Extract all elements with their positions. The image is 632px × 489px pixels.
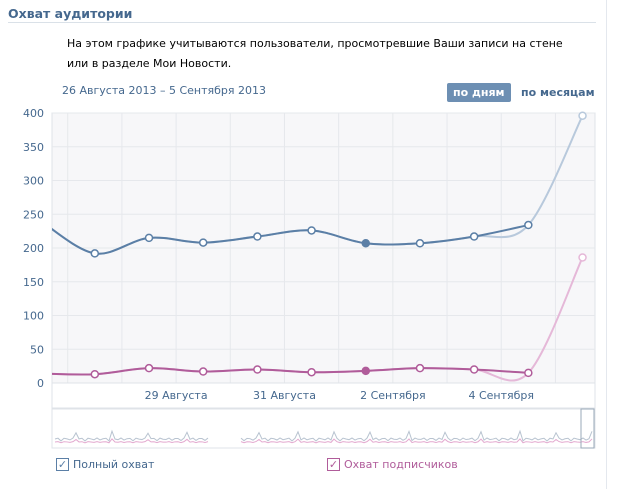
y-tick-label: 250 <box>23 208 44 221</box>
overview-series-1 <box>54 438 593 444</box>
y-tick-label: 300 <box>23 175 44 188</box>
data-point <box>90 249 100 258</box>
data-point <box>524 368 533 378</box>
full-reach-label: Полный охват <box>73 458 155 471</box>
divider <box>8 22 596 23</box>
data-point <box>361 239 371 248</box>
data-point <box>307 367 316 377</box>
check-icon: ✓ <box>56 458 69 471</box>
series-1 <box>37 253 587 382</box>
data-point <box>578 111 587 120</box>
data-point <box>578 253 587 262</box>
y-tick-label: 350 <box>23 141 44 154</box>
data-point <box>90 369 100 379</box>
data-point <box>37 370 44 377</box>
data-point <box>469 365 479 374</box>
x-axis-band <box>51 382 596 409</box>
y-tick-label: 50 <box>30 343 44 356</box>
data-point <box>307 226 316 235</box>
by-days-button[interactable]: по дням <box>447 83 511 102</box>
date-range[interactable]: 26 Августа 2013 – 5 Сентября 2013 <box>62 84 267 97</box>
series-line <box>52 367 529 376</box>
data-point <box>415 239 425 248</box>
by-months-button[interactable]: по месяцам <box>521 86 595 99</box>
subscribers-reach-label: Охват подписчиков <box>344 458 458 471</box>
x-tick-label: 4 Сентября <box>468 389 534 402</box>
y-tick-label: 0 <box>37 377 44 390</box>
check-icon: ✓ <box>327 458 340 471</box>
y-tick-label: 150 <box>23 276 44 289</box>
subscribers-reach-checkbox[interactable]: ✓ Охват подписчиков <box>327 458 458 471</box>
data-point <box>524 220 533 230</box>
x-tick-label: 31 Августа <box>253 389 316 402</box>
data-point <box>198 238 208 247</box>
x-tick-label: 29 Августа <box>145 389 208 402</box>
data-point <box>253 232 262 241</box>
data-point <box>361 366 371 376</box>
description: На этом графике учитываются пользователи… <box>67 37 563 70</box>
data-point <box>415 363 425 373</box>
data-point <box>144 363 154 373</box>
series-line <box>52 224 529 255</box>
data-point <box>198 367 208 376</box>
full-reach-checkbox[interactable]: ✓ Полный охват <box>56 458 154 471</box>
series-0 <box>52 111 587 258</box>
y-tick-label: 100 <box>23 310 44 323</box>
divider <box>606 0 607 489</box>
overview-series-0 <box>54 429 593 442</box>
chart[interactable]: 0 50 100 150 200 250 300 350 400 29 Августа 31 Авг… <box>0 100 600 450</box>
data-point <box>469 232 479 241</box>
y-tick-label: 200 <box>23 242 44 255</box>
data-point <box>144 233 154 243</box>
section-title: Охват аудитории <box>8 6 133 21</box>
data-point <box>253 365 262 374</box>
overview-selection-handle <box>580 408 595 449</box>
x-tick-label: 2 Сентября <box>360 389 426 402</box>
y-tick-label: 400 <box>23 107 44 120</box>
